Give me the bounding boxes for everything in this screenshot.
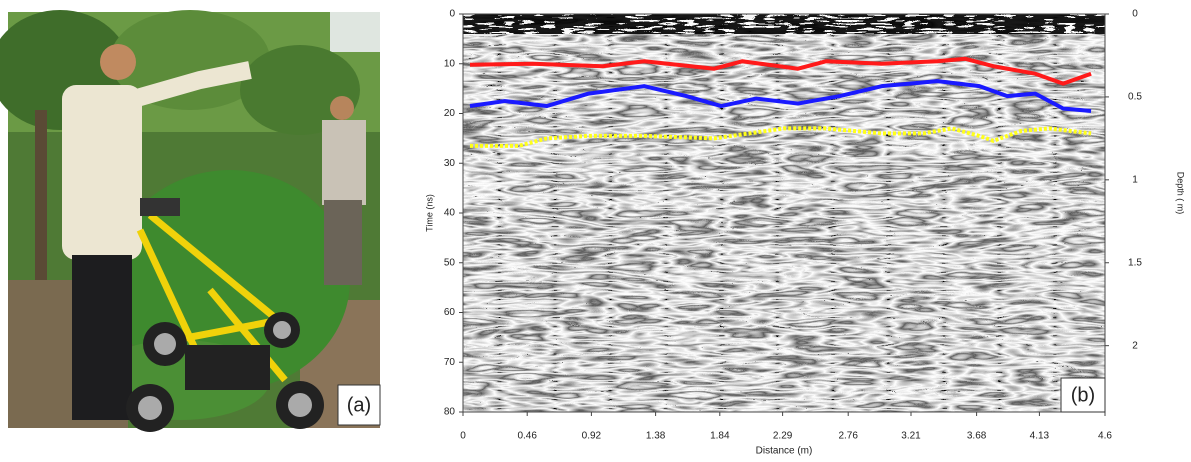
y-tick-label: 40: [444, 208, 456, 219]
horizon-line: [469, 56, 1092, 86]
y2-tick-label: 2: [1132, 340, 1138, 351]
x-tick-label: 3.21: [901, 431, 921, 442]
surface-band: [463, 14, 1105, 34]
y-tick-label: 60: [444, 307, 456, 318]
y2-tick-label: 0.5: [1128, 92, 1142, 103]
x-tick-label: 1.38: [646, 431, 666, 442]
y-tick-label: 50: [444, 257, 456, 268]
y2-tick-label: 0: [1132, 9, 1138, 20]
panel-label: (b): [1071, 384, 1095, 406]
y2-tick-label: 1.5: [1128, 257, 1142, 268]
y-axis-label: Time (ns): [424, 194, 434, 232]
x-tick-label: 4.6: [1098, 431, 1112, 442]
x-tick-label: 1.84: [710, 431, 730, 442]
y2-axis-label: Depth ( m): [1176, 172, 1186, 215]
y-tick-label: 30: [444, 158, 456, 169]
horizon-line: [469, 126, 1092, 148]
horizon-line: [469, 79, 1092, 114]
y-tick-label: 20: [444, 108, 456, 119]
y-tick-label: 80: [444, 407, 456, 418]
panel-label: (a): [347, 394, 371, 416]
photo: [0, 10, 381, 432]
panel-label-box: [1060, 377, 1106, 413]
x-axis-label: Distance (m): [756, 446, 813, 457]
x-tick-label: 2.76: [838, 431, 858, 442]
y-tick-label: 70: [444, 357, 456, 368]
x-tick-label: 0.46: [517, 431, 537, 442]
x-tick-label: 2.29: [773, 431, 793, 442]
x-tick-label: 4.13: [1030, 431, 1050, 442]
x-tick-label: 0: [460, 431, 466, 442]
x-tick-label: 0.92: [582, 431, 602, 442]
y-tick-label: 0: [449, 9, 455, 20]
y2-tick-label: 1: [1132, 174, 1138, 185]
radargram: [463, 14, 1105, 412]
x-tick-label: 3.68: [967, 431, 987, 442]
y-tick-label: 10: [444, 58, 456, 69]
